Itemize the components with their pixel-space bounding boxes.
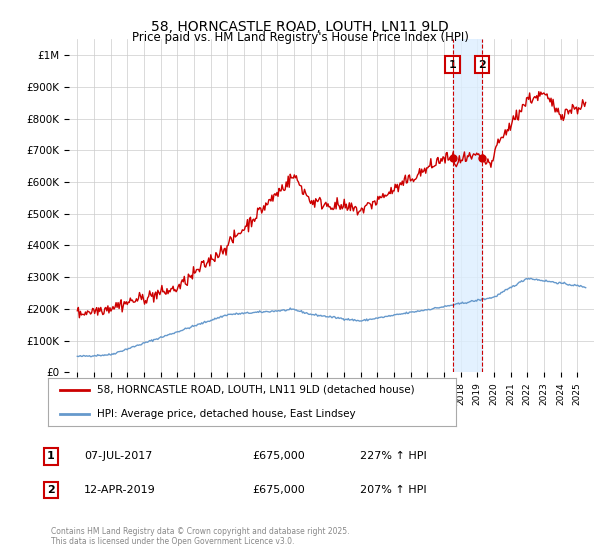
Text: 1: 1 xyxy=(47,451,55,461)
Text: Contains HM Land Registry data © Crown copyright and database right 2025.
This d: Contains HM Land Registry data © Crown c… xyxy=(51,526,349,546)
Text: 2: 2 xyxy=(478,59,486,69)
Text: 12-APR-2019: 12-APR-2019 xyxy=(84,485,156,495)
Text: 07-JUL-2017: 07-JUL-2017 xyxy=(84,451,152,461)
Bar xyxy=(452,39,482,372)
Text: Price paid vs. HM Land Registry's House Price Index (HPI): Price paid vs. HM Land Registry's House … xyxy=(131,31,469,44)
Text: 58, HORNCASTLE ROAD, LOUTH, LN11 9LD (detached house): 58, HORNCASTLE ROAD, LOUTH, LN11 9LD (de… xyxy=(97,385,415,395)
Text: £675,000: £675,000 xyxy=(252,451,305,461)
Text: 207% ↑ HPI: 207% ↑ HPI xyxy=(360,485,427,495)
Text: £675,000: £675,000 xyxy=(252,485,305,495)
Text: 227% ↑ HPI: 227% ↑ HPI xyxy=(360,451,427,461)
Text: 2: 2 xyxy=(47,485,55,495)
Text: 58, HORNCASTLE ROAD, LOUTH, LN11 9LD: 58, HORNCASTLE ROAD, LOUTH, LN11 9LD xyxy=(151,20,449,34)
Text: HPI: Average price, detached house, East Lindsey: HPI: Average price, detached house, East… xyxy=(97,409,356,419)
Text: 1: 1 xyxy=(449,59,457,69)
